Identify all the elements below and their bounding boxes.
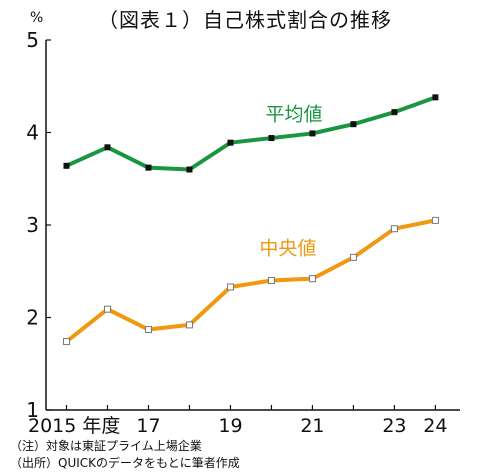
x-tick-label: 24 xyxy=(423,415,447,437)
data-point xyxy=(391,109,398,116)
data-point xyxy=(104,144,111,151)
series-label: 中央値 xyxy=(259,238,316,260)
y-tick-label: 3 xyxy=(26,213,39,237)
data-point xyxy=(267,277,275,284)
chart-title: （図表１）自己株式割合の推移 xyxy=(98,8,392,32)
data-point xyxy=(432,94,439,101)
x-tick-label: 23 xyxy=(382,415,406,437)
y-tick-label: 4 xyxy=(26,121,39,145)
data-point xyxy=(431,216,439,224)
y-axis-unit: % xyxy=(30,10,44,26)
series-line xyxy=(65,95,437,172)
data-point xyxy=(103,305,111,313)
x-tick-label: 19 xyxy=(218,415,242,437)
x-tick-label: 17 xyxy=(136,415,160,437)
y-tick-label: 2 xyxy=(26,306,39,330)
data-point xyxy=(226,283,234,291)
data-point xyxy=(349,253,357,261)
data-point xyxy=(350,121,357,128)
data-point xyxy=(144,326,152,334)
series-label: 平均値 xyxy=(265,103,322,125)
source-note: （出所）QUICKのデータをもとに筆者作成 xyxy=(10,456,240,470)
data-point xyxy=(62,338,70,346)
series-line xyxy=(65,218,436,344)
data-point xyxy=(185,321,193,329)
data-point xyxy=(145,164,152,171)
data-point xyxy=(268,135,275,142)
x-tick-label: 21 xyxy=(300,415,324,437)
data-point xyxy=(309,130,316,137)
data-point xyxy=(308,275,316,283)
x-tick-label: 2015 年度 xyxy=(28,415,120,437)
data-point xyxy=(390,225,398,233)
data-point xyxy=(227,139,234,146)
footnote: （注）対象は東証プライム上場企業 xyxy=(10,439,202,453)
data-point xyxy=(186,166,193,173)
data-point xyxy=(63,162,70,169)
y-tick-label: 1 xyxy=(26,398,39,422)
y-tick-label: 5 xyxy=(26,28,39,52)
